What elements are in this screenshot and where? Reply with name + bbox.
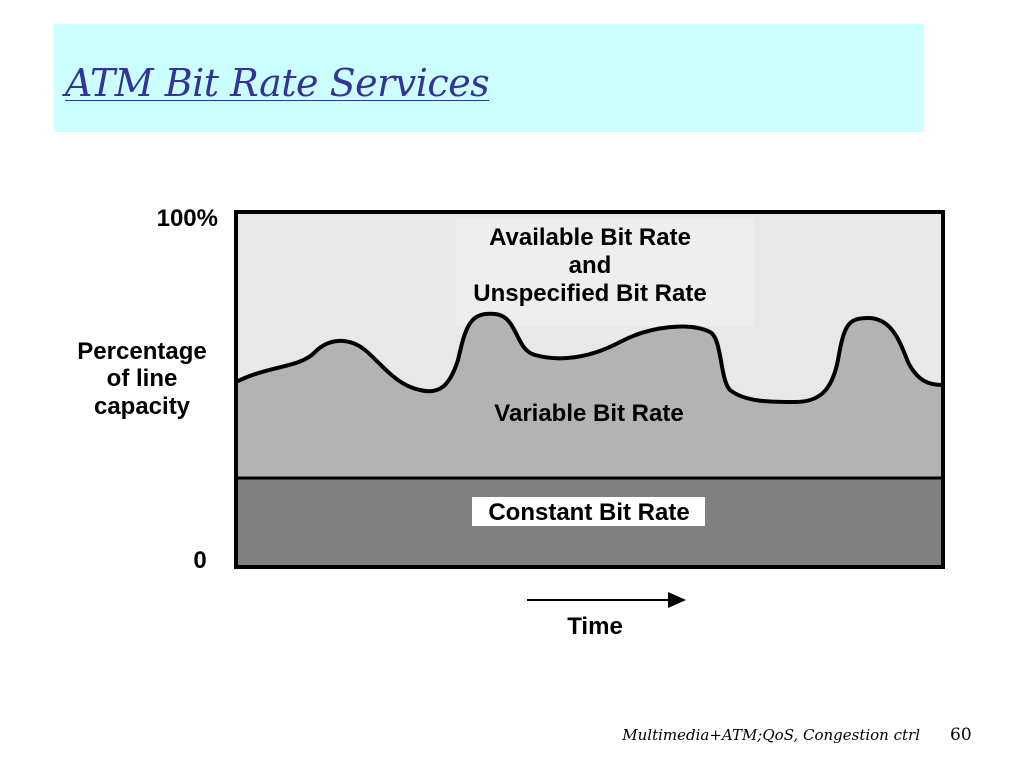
variable-label: Variable Bit Rate [494, 400, 683, 427]
right-arrow-icon [527, 592, 686, 608]
available-label-background [456, 218, 754, 326]
page-number: 60 [950, 725, 972, 745]
diagram-frame [234, 210, 945, 569]
y-axis-title-line-3: capacity [94, 393, 191, 420]
footer-text: Multimedia+ATM;QoS, Congestion ctrl [622, 726, 920, 744]
available-label-line-2: and [569, 252, 612, 279]
vbr-boundary-curve [235, 311, 944, 405]
y-axis-top-label: 100% [157, 205, 218, 232]
constant-label-background [472, 497, 705, 526]
y-axis-bottom-label: 0 [193, 547, 206, 574]
slide-title: ATM Bit Rate Services [65, 61, 490, 105]
available-label-line-3: Unspecified Bit Rate [473, 280, 706, 307]
y-axis-title-line-2: of line [107, 365, 178, 392]
title-band [54, 24, 924, 132]
constant-label: Constant Bit Rate [488, 499, 689, 526]
available-label-line-1: Available Bit Rate [489, 224, 691, 251]
y-axis-title-line-1: Percentage [77, 338, 206, 365]
variable-bit-rate-region [236, 313, 943, 478]
x-axis-label: Time [567, 613, 623, 640]
